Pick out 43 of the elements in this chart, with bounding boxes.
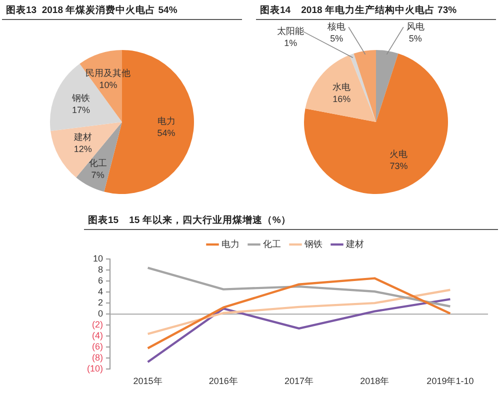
legend-label: 钢铁 — [304, 238, 322, 249]
data-label: 73% — [390, 160, 408, 171]
x-tick-label: 2018年 — [360, 376, 390, 386]
chart-title: 图表14 2018 年电力生产结构中火电占 73% — [256, 2, 496, 20]
y-tick-label: (8) — [92, 352, 104, 363]
data-label: 12% — [74, 144, 92, 154]
data-label: 1% — [284, 38, 298, 48]
x-tick-label: 2017年 — [284, 376, 314, 386]
y-tick-label: (2) — [92, 320, 104, 330]
y-tick-label: 0 — [98, 308, 104, 319]
data-label: 16% — [332, 94, 351, 104]
slice-label: 风电 — [406, 22, 424, 32]
slice-label: 建材 — [72, 132, 92, 142]
y-tick-label: (10) — [86, 364, 104, 374]
x-tick-label: 2019年1-10 — [426, 376, 474, 386]
slice-label: 水电 — [332, 82, 351, 92]
data-label: 5% — [330, 34, 344, 44]
y-tick-label: 10 — [92, 253, 104, 264]
slice-label: 化工 — [88, 158, 107, 168]
legend-label: 电力 — [222, 238, 240, 249]
y-tick-label: 6 — [98, 276, 104, 286]
slice-label: 民用及其他 — [86, 68, 131, 78]
data-label: 54% — [157, 128, 176, 138]
y-tick-label: (6) — [92, 342, 104, 352]
y-tick-label: (4) — [92, 330, 104, 341]
legend-label: 建材 — [345, 238, 364, 249]
slice-label: 火电 — [390, 148, 408, 159]
data-label: 17% — [72, 104, 90, 115]
data-label: 10% — [99, 80, 118, 90]
chart-title: 图表15 15 年以来，四大行业用煤增速（%） — [84, 212, 498, 230]
data-label: 7% — [91, 170, 104, 180]
slice-label: 核电 — [326, 22, 346, 32]
y-tick-label: 2 — [98, 298, 104, 308]
chart-title: 图表13 2018 年煤炭消费中火电占 54% — [2, 2, 242, 20]
data-label: 5% — [408, 34, 422, 44]
y-tick-label: 4 — [98, 286, 104, 297]
x-tick-label: 2015年 — [133, 376, 162, 386]
x-tick-label: 2016年 — [208, 376, 238, 386]
slice-label: 钢铁 — [71, 92, 90, 103]
legend-label: 化工 — [263, 238, 281, 249]
y-tick-label: 8 — [98, 264, 104, 275]
slice-label: 太阳能 — [277, 26, 304, 36]
slice-label: 电力 — [157, 116, 176, 126]
